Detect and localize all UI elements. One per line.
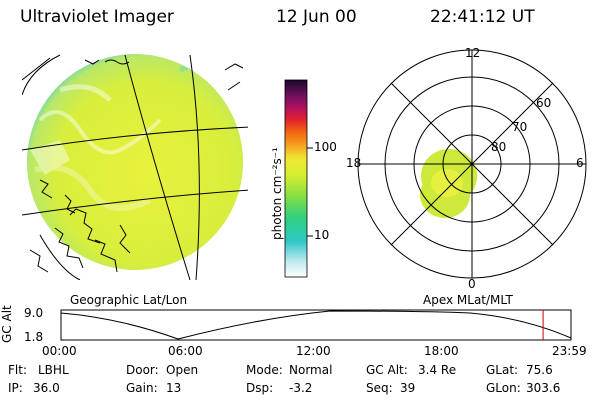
altitude-ytick-top: 9.0 bbox=[24, 306, 44, 320]
altitude-xtick: 23:59 bbox=[552, 344, 587, 358]
earth-disk bbox=[27, 54, 243, 270]
coastline bbox=[94, 239, 118, 273]
colorbar-tick-label-100: 100 bbox=[314, 140, 337, 154]
altitude-plot bbox=[60, 309, 572, 341]
mode-value: Normal bbox=[289, 363, 333, 377]
altitude-curve bbox=[60, 310, 572, 340]
coastline bbox=[69, 208, 101, 244]
geo-disk-image bbox=[27, 54, 243, 270]
altitude-frame bbox=[60, 309, 572, 341]
coastline bbox=[64, 194, 76, 214]
gain-value: 13 bbox=[166, 381, 182, 395]
altitude-xtick: 18:00 bbox=[424, 344, 459, 358]
polar-plot bbox=[357, 49, 587, 279]
coastline bbox=[39, 179, 53, 199]
mlt-line-diag bbox=[390, 82, 554, 246]
dsp-label: Dsp: bbox=[246, 381, 274, 395]
time-label: 22:41:12 UT bbox=[430, 7, 535, 27]
door-value: Open bbox=[166, 363, 199, 377]
longitude-line bbox=[189, 54, 200, 280]
mlt-label-18: 18 bbox=[346, 156, 362, 170]
glon-label: GLon: bbox=[486, 381, 521, 395]
altitude-xtick: 12:00 bbox=[296, 344, 331, 358]
lat-label-60: 60 bbox=[536, 96, 552, 110]
glon-value: 303.6 bbox=[526, 381, 561, 395]
altitude-xtick: 06:00 bbox=[168, 344, 203, 358]
coastline bbox=[84, 59, 100, 65]
app-title: Ultraviolet Imager bbox=[20, 7, 174, 27]
coastline bbox=[39, 234, 81, 280]
auroral-oval-core bbox=[431, 169, 463, 197]
coastline bbox=[227, 81, 241, 91]
longitude-line bbox=[22, 54, 61, 96]
altitude-ylabel: GC Alt bbox=[0, 305, 14, 343]
mlt-label-12: 12 bbox=[465, 46, 481, 60]
colorbar-scale bbox=[284, 79, 308, 278]
latitude-line bbox=[22, 189, 248, 216]
coastline bbox=[119, 224, 131, 254]
geo-grid bbox=[22, 54, 248, 280]
mlt-label-0: 0 bbox=[468, 277, 476, 291]
ip-value: 36.0 bbox=[33, 381, 60, 395]
seq-value: 39 bbox=[400, 381, 416, 395]
seq-label: Seq: bbox=[366, 381, 393, 395]
colorbar bbox=[284, 79, 313, 278]
mode-label: Mode: bbox=[246, 363, 283, 377]
date-label: 12 Jun 00 bbox=[276, 7, 357, 27]
mlt-label-6: 6 bbox=[576, 156, 584, 170]
coastline bbox=[54, 227, 84, 269]
glat-label: GLat: bbox=[486, 363, 519, 377]
polar-caption: Apex MLat/MLT bbox=[423, 293, 513, 307]
longitude-line bbox=[22, 57, 51, 81]
filter-value: LBHL bbox=[38, 363, 69, 377]
gain-label: Gain: bbox=[126, 381, 158, 395]
geo-caption: Geographic Lat/Lon bbox=[70, 293, 188, 307]
coastline bbox=[224, 63, 244, 71]
colorbar-unit-label: photon cm⁻²s⁻¹ bbox=[270, 147, 284, 240]
glat-value: 75.6 bbox=[526, 363, 553, 377]
lat-label-70: 70 bbox=[512, 120, 528, 134]
door-label: Door: bbox=[126, 363, 159, 377]
gc-alt-value: 3.4 Re bbox=[418, 363, 457, 377]
altitude-xtick: 00:00 bbox=[42, 344, 77, 358]
altitude-ytick-bottom: 1.8 bbox=[24, 330, 44, 344]
ip-label: IP: bbox=[8, 381, 23, 395]
lat-label-80: 80 bbox=[491, 140, 507, 154]
disk-texture bbox=[30, 64, 217, 211]
filter-label: Flt: bbox=[8, 363, 27, 377]
dsp-value: -3.2 bbox=[289, 381, 313, 395]
colorbar-tick-label-10: 10 bbox=[314, 228, 330, 242]
gc-alt-label: GC Alt: bbox=[366, 363, 408, 377]
longitude-line bbox=[124, 54, 191, 280]
coastline bbox=[104, 59, 130, 65]
coastline bbox=[29, 249, 49, 273]
latitude-line bbox=[22, 126, 248, 151]
